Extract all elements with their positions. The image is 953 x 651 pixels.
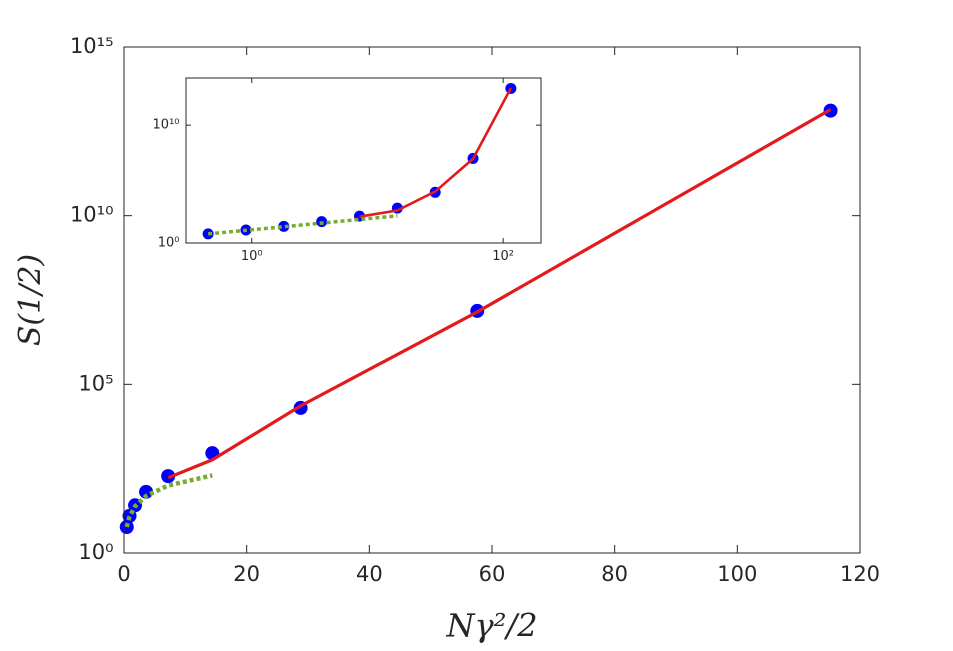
- y-tick-label: 10¹⁰: [70, 203, 114, 227]
- x-tick-label: 100: [717, 562, 757, 586]
- x-tick-label: 40: [356, 562, 383, 586]
- marker: [278, 220, 290, 232]
- x-tick-label: 0: [117, 562, 130, 586]
- x-tick-label: 20: [233, 562, 260, 586]
- y-tick-label: 10⁰: [158, 236, 180, 251]
- x-axis-label: Nγ²/2: [445, 607, 537, 645]
- x-tick-label: 60: [479, 562, 506, 586]
- x-tick-label: 10⁰: [241, 249, 263, 264]
- y-tick-label: 10¹⁰: [153, 118, 180, 133]
- y-tick-label: 10⁰: [78, 540, 113, 564]
- plot: [119, 103, 838, 534]
- dotted-line: [207, 214, 398, 236]
- x-tick-label: 80: [601, 562, 628, 586]
- plot: [202, 82, 517, 240]
- y-tick-label: 10¹⁵: [70, 34, 114, 58]
- x-tick-label: 120: [840, 562, 880, 586]
- fit-line: [359, 87, 513, 218]
- axes-box: [185, 77, 542, 244]
- dotted-line: [124, 473, 213, 528]
- y-axis-label: S(1/2): [13, 254, 48, 346]
- marker: [139, 484, 154, 499]
- fit-line: [167, 108, 832, 480]
- y-tick-label: 10⁵: [78, 371, 113, 395]
- x-tick-label: 10²: [492, 249, 514, 264]
